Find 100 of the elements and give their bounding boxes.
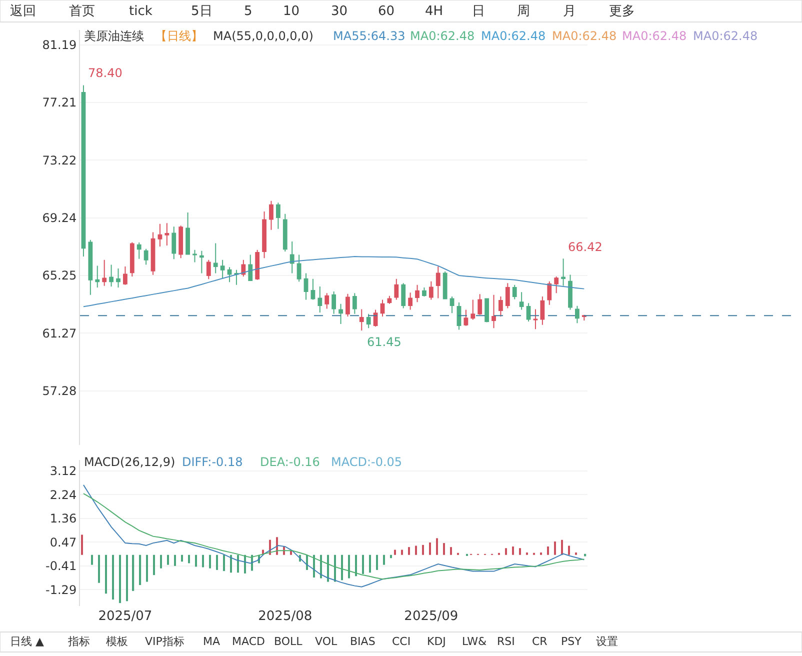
bar (320, 554, 322, 578)
x-tick-label: 2025/09 (404, 609, 458, 624)
candlestick (296, 254, 302, 282)
bar (81, 534, 83, 555)
candlestick (338, 303, 343, 324)
bar (195, 554, 197, 567)
bar (422, 544, 424, 555)
annotation: MA0:62.48 (410, 29, 475, 43)
bar (174, 554, 176, 566)
candlestick (192, 249, 197, 263)
bar (408, 547, 410, 555)
candlestick (262, 211, 266, 259)
candlestick (450, 296, 454, 314)
candlestick (116, 268, 120, 288)
line-series (82, 484, 585, 588)
candlestick (387, 295, 392, 304)
text: LW& (462, 635, 487, 648)
x-tick-label: 2025/07 (98, 609, 152, 624)
bar (160, 554, 162, 568)
y-tick-label: 57.28 (42, 384, 77, 398)
bar (526, 552, 528, 555)
bar (390, 554, 392, 558)
candlestick (220, 259, 225, 279)
bar (512, 546, 514, 555)
candlestick (95, 265, 100, 288)
annotation: MA55:64.33 (333, 29, 406, 43)
bar (554, 541, 556, 555)
candlestick (150, 232, 156, 276)
candlestick (186, 212, 190, 256)
bar (112, 554, 114, 600)
candlestick (172, 226, 176, 260)
bar (443, 543, 445, 555)
annotation: 78.40 (88, 66, 122, 80)
text: MA0:62.48 (693, 29, 758, 43)
bar (91, 554, 93, 565)
candlestick (533, 308, 538, 330)
candlestick (484, 298, 490, 323)
bar (429, 542, 431, 555)
bar (132, 554, 134, 591)
candlestick (561, 258, 566, 286)
bar (153, 554, 155, 576)
bar (230, 554, 232, 573)
candlestick (366, 313, 371, 329)
bar (139, 554, 142, 586)
candlestick (575, 305, 580, 324)
bar (436, 538, 438, 555)
candlestick (310, 278, 316, 300)
bar (313, 554, 315, 578)
text: BIAS (350, 635, 376, 648)
candlestick (436, 266, 440, 299)
y-tick-label: 73.22 (42, 153, 77, 168)
candlestick (269, 200, 274, 230)
bar (119, 554, 121, 604)
bar (362, 554, 364, 574)
annotation: MA0:62.48 (552, 29, 617, 43)
candlestick (415, 284, 420, 303)
annotation: 美原油连续 (84, 29, 144, 43)
text: CCI (392, 635, 411, 648)
annotation: MACD(26,12,9) (84, 455, 176, 469)
bar (401, 550, 403, 555)
annotation: 66.42 (568, 240, 602, 254)
y-tick-label: -1.29 (46, 582, 77, 597)
candlestick (324, 292, 330, 310)
bar (181, 554, 183, 562)
candlestick (547, 280, 552, 306)
bar (348, 554, 350, 578)
y-tick-label: 69.24 (42, 210, 77, 225)
text: MA (203, 635, 220, 648)
candlestick (164, 222, 170, 246)
text: MA0:62.48 (622, 29, 687, 43)
bar (202, 554, 204, 568)
bar (561, 540, 563, 555)
bar (568, 546, 570, 555)
candlestick (109, 264, 114, 287)
candlestick (276, 202, 280, 230)
candlestick (206, 259, 211, 280)
text: PSY (561, 635, 582, 648)
bar (505, 548, 507, 555)
y-tick-label: 2.24 (50, 488, 77, 502)
annotation: DEA:-0.16 (260, 455, 320, 469)
candlestick (373, 309, 378, 328)
candlestick (227, 266, 232, 283)
bar (415, 546, 417, 555)
bar (98, 554, 100, 583)
candlestick (394, 278, 399, 300)
text: tick (129, 4, 153, 19)
text: 指标 (67, 635, 90, 648)
bar (575, 552, 577, 555)
y-tick-label: 3.12 (50, 464, 77, 478)
candlestick (352, 292, 357, 314)
text: 更多 (609, 4, 635, 19)
candlestick (505, 282, 510, 309)
y-tick-label: 61.27 (42, 326, 77, 340)
bar (376, 554, 378, 570)
bar (355, 554, 357, 576)
candlestick (464, 309, 468, 326)
bar (547, 546, 549, 555)
y-tick-label: 65.25 (42, 268, 77, 283)
text: CR (532, 635, 548, 648)
candlestick (102, 259, 107, 286)
